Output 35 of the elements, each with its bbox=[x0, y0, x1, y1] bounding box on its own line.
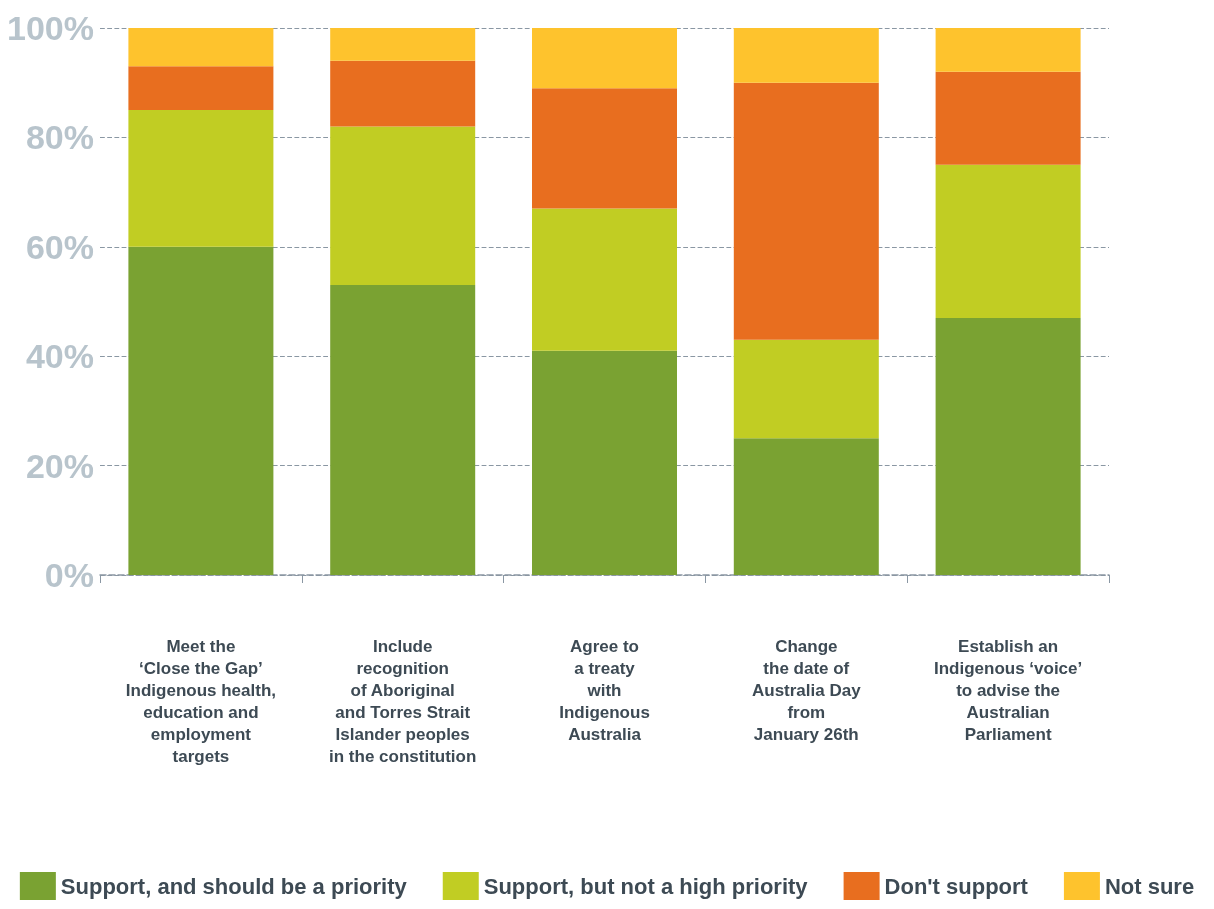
y-tick-label: 0% bbox=[44, 556, 94, 594]
legend-label: Not sure bbox=[1104, 873, 1195, 899]
bar bbox=[330, 285, 476, 575]
bar bbox=[330, 28, 476, 61]
bar bbox=[128, 110, 274, 247]
x-tick-label: Change the date of Australia Day from January 26th bbox=[751, 636, 862, 744]
bar bbox=[532, 88, 677, 209]
x-tick-label: Meet the ‘Close the Gap’ Indigenous health, education and employment targets bbox=[125, 636, 276, 766]
y-tick-label: 80% bbox=[25, 118, 94, 157]
bar bbox=[128, 246, 274, 575]
bar bbox=[532, 28, 677, 89]
bar bbox=[733, 82, 879, 340]
y-tick-label: 60% bbox=[25, 227, 94, 266]
bar bbox=[935, 317, 1081, 575]
bar bbox=[532, 350, 677, 575]
y-tick-label: 20% bbox=[25, 446, 94, 485]
bar bbox=[330, 60, 476, 127]
bar bbox=[733, 438, 879, 575]
legend-label: Support, but not a high priority bbox=[483, 873, 809, 899]
bar bbox=[330, 126, 476, 286]
bar bbox=[935, 164, 1081, 318]
x-tick-label: Establish an Indigenous ‘voice’ to advise the Australian Parliament bbox=[933, 636, 1083, 744]
x-tick-label: Include recognition of Aboriginal and Torres Strait Islander peoples in the constitution bbox=[329, 636, 477, 766]
legend-label: Don't support bbox=[884, 873, 1029, 899]
bar bbox=[733, 339, 879, 439]
y-tick-label: 100% bbox=[7, 9, 94, 47]
bar bbox=[935, 28, 1081, 72]
x-tick-label: Agree to a treaty with Indigenous Australia bbox=[559, 636, 650, 744]
bar bbox=[733, 28, 879, 83]
bar bbox=[128, 66, 274, 111]
bar bbox=[128, 28, 274, 67]
bar bbox=[532, 208, 677, 351]
bar bbox=[935, 71, 1081, 165]
y-tick-label: 40% bbox=[25, 337, 94, 376]
legend-label: Support, and should be a priority bbox=[60, 873, 408, 899]
